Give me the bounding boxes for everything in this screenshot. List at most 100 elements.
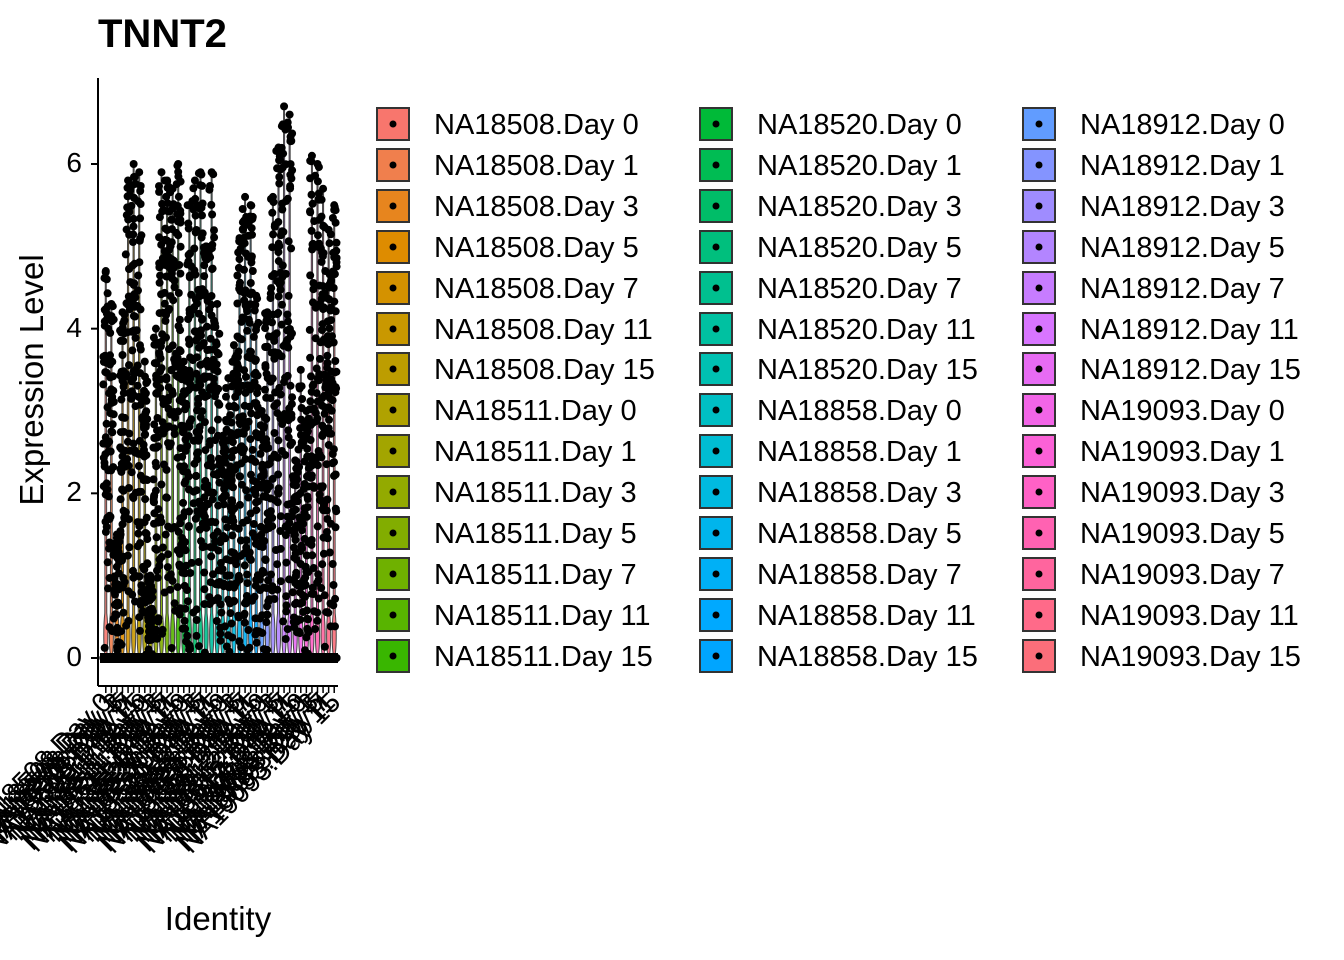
data-point xyxy=(320,591,329,600)
data-point xyxy=(322,528,331,536)
data-point xyxy=(186,380,195,389)
data-point xyxy=(277,320,286,329)
data-point xyxy=(324,608,333,617)
data-point xyxy=(176,242,185,251)
data-point xyxy=(216,559,225,567)
data-point xyxy=(301,592,309,601)
data-point xyxy=(327,406,336,415)
data-point xyxy=(179,498,188,507)
data-point xyxy=(213,367,222,376)
data-point-max xyxy=(268,192,277,201)
data-point xyxy=(155,182,163,191)
data-point xyxy=(313,608,322,617)
data-point xyxy=(240,561,249,570)
legend-label: NA18912.Day 5 xyxy=(1080,231,1285,264)
data-point xyxy=(159,543,167,552)
data-point xyxy=(210,226,218,235)
data-point xyxy=(155,278,164,287)
data-point xyxy=(175,610,184,619)
data-point xyxy=(207,300,216,309)
data-point xyxy=(317,212,326,221)
data-point xyxy=(229,597,238,606)
data-point xyxy=(249,520,258,528)
data-point-max xyxy=(157,168,166,177)
data-point xyxy=(134,271,143,280)
zero-points-band xyxy=(100,653,338,663)
legend: NA18508.Day 0 NA18508.Day 1 NA18508.Day 3 N… xyxy=(376,105,1344,685)
data-point xyxy=(187,558,196,567)
data-point-max xyxy=(190,176,199,185)
data-point xyxy=(108,420,117,429)
data-point xyxy=(194,436,203,445)
data-point xyxy=(274,292,283,301)
data-point xyxy=(200,585,209,594)
data-point xyxy=(202,322,211,331)
data-point xyxy=(102,419,111,428)
data-point xyxy=(109,397,118,406)
data-point xyxy=(309,285,318,294)
data-point xyxy=(289,543,298,552)
data-point xyxy=(137,231,146,240)
legend-label: NA18520.Day 15 xyxy=(757,354,978,387)
data-point xyxy=(205,185,214,194)
data-point xyxy=(201,446,210,455)
data-point xyxy=(241,455,250,464)
data-point xyxy=(166,292,175,301)
data-point xyxy=(250,370,259,379)
legend-dot-icon xyxy=(1035,652,1043,660)
legend-dot-icon xyxy=(1035,570,1043,578)
data-point xyxy=(309,482,318,491)
data-point xyxy=(152,533,161,542)
data-point xyxy=(212,388,221,397)
data-point xyxy=(278,420,287,428)
legend-dot-icon xyxy=(1035,284,1043,292)
legend-dot-icon xyxy=(1035,611,1043,619)
data-point xyxy=(216,623,225,632)
data-point xyxy=(301,563,310,572)
data-point xyxy=(283,335,292,344)
data-point xyxy=(323,359,332,368)
data-point xyxy=(109,410,118,419)
data-point xyxy=(301,581,310,589)
data-point xyxy=(188,356,197,365)
data-point-max xyxy=(179,357,188,366)
data-point xyxy=(317,584,326,592)
data-point xyxy=(205,440,214,449)
data-point xyxy=(198,211,206,220)
data-point xyxy=(228,531,237,540)
data-point xyxy=(207,426,216,435)
legend-dot-icon xyxy=(389,161,397,169)
data-point xyxy=(300,435,309,444)
data-point xyxy=(311,303,320,312)
data-point xyxy=(240,366,249,375)
data-point xyxy=(162,333,170,342)
legend-swatch xyxy=(1022,516,1056,550)
data-point xyxy=(234,347,243,356)
data-point xyxy=(149,475,158,484)
chart-title: TNNT2 xyxy=(98,12,227,56)
data-point xyxy=(136,341,144,350)
data-point-max xyxy=(163,176,172,185)
y-tick-label: 2 xyxy=(66,476,82,508)
data-point xyxy=(157,552,166,561)
data-point xyxy=(295,462,304,471)
data-point xyxy=(172,228,181,237)
legend-swatch xyxy=(1022,638,1056,673)
data-point xyxy=(268,374,277,383)
data-point xyxy=(318,252,327,261)
data-point xyxy=(269,230,278,239)
legend-swatch xyxy=(376,556,410,591)
data-point xyxy=(209,374,218,383)
data-point xyxy=(134,286,142,295)
data-point xyxy=(262,618,271,627)
legend-swatch xyxy=(699,107,733,141)
data-point xyxy=(236,536,245,545)
data-point xyxy=(176,209,185,218)
data-point xyxy=(306,271,315,280)
data-point xyxy=(261,555,270,564)
data-point xyxy=(152,545,161,554)
data-point xyxy=(173,583,182,592)
data-point xyxy=(157,364,166,373)
data-point xyxy=(133,302,142,310)
legend-swatch xyxy=(1022,188,1056,223)
